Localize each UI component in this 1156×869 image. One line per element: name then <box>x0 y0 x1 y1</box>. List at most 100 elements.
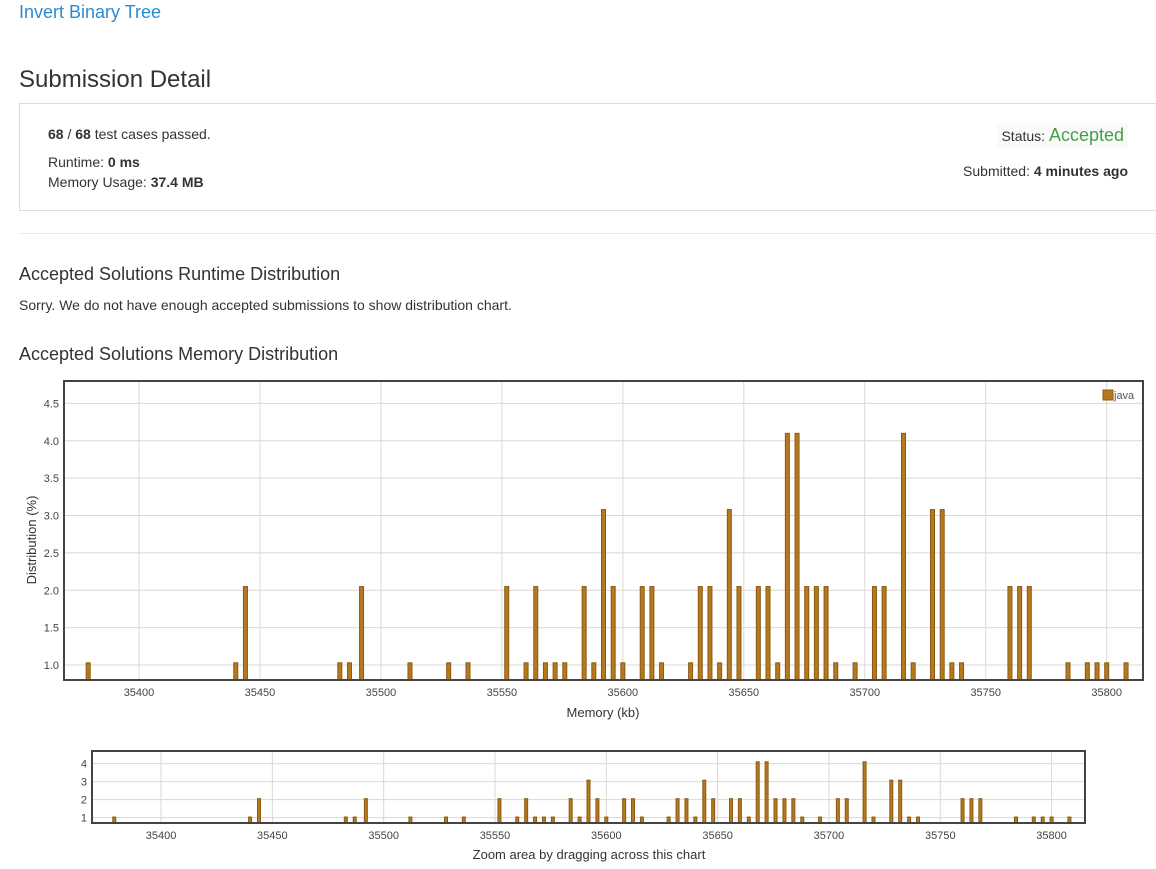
y-tick-label: 2.5 <box>44 548 59 560</box>
bar[interactable] <box>737 798 742 824</box>
bar[interactable] <box>631 798 636 824</box>
bar[interactable] <box>794 432 800 681</box>
bar[interactable] <box>736 586 742 681</box>
bar[interactable] <box>1026 586 1032 681</box>
bar[interactable] <box>504 586 510 681</box>
bar[interactable] <box>659 662 665 681</box>
mini-chart-frame[interactable] <box>91 750 1086 824</box>
bar[interactable] <box>791 798 796 824</box>
bar[interactable] <box>446 662 452 681</box>
x-tick-label: 35450 <box>245 687 276 699</box>
bar[interactable] <box>562 662 568 681</box>
bar[interactable] <box>1084 662 1090 681</box>
x-tick-label: 35550 <box>480 830 511 842</box>
bar[interactable] <box>639 586 645 681</box>
x-tick-label: 35500 <box>366 687 397 699</box>
bar[interactable] <box>595 798 600 824</box>
memory-label: Memory Usage: <box>48 174 151 190</box>
bar[interactable] <box>969 798 974 824</box>
y-tick-label: 1.0 <box>44 660 59 672</box>
bar[interactable] <box>960 798 965 824</box>
bar[interactable] <box>823 586 829 681</box>
bar[interactable] <box>852 662 858 681</box>
bar[interactable] <box>610 586 616 681</box>
bar[interactable] <box>755 586 761 681</box>
bar[interactable] <box>1007 586 1013 681</box>
x-tick-label: 35750 <box>970 687 1001 699</box>
bar[interactable] <box>881 586 887 681</box>
bar[interactable] <box>949 662 955 681</box>
bar[interactable] <box>524 798 529 824</box>
bar[interactable] <box>363 798 368 824</box>
x-tick-label: 35450 <box>257 830 288 842</box>
problem-title-link[interactable]: Invert Binary Tree <box>19 2 162 22</box>
bar[interactable] <box>978 798 983 824</box>
bar[interactable] <box>552 662 558 681</box>
bar[interactable] <box>889 779 894 824</box>
bar[interactable] <box>523 662 529 681</box>
bar[interactable] <box>835 798 840 824</box>
bar[interactable] <box>85 662 91 681</box>
x-tick-label: 35400 <box>146 830 177 842</box>
bar[interactable] <box>782 798 787 824</box>
bar[interactable] <box>804 586 810 681</box>
bar[interactable] <box>871 586 877 681</box>
bar[interactable] <box>784 432 790 681</box>
bar[interactable] <box>1123 662 1129 681</box>
bar[interactable] <box>591 662 597 681</box>
bar[interactable] <box>337 662 343 681</box>
bar[interactable] <box>675 798 680 824</box>
bar[interactable] <box>407 662 413 681</box>
bar[interactable] <box>1017 586 1023 681</box>
bar[interactable] <box>581 586 587 681</box>
bar[interactable] <box>755 761 760 824</box>
bar[interactable] <box>898 779 903 824</box>
bar[interactable] <box>707 586 713 681</box>
bar[interactable] <box>620 662 626 681</box>
runtime-label: Runtime: <box>48 154 108 170</box>
bar[interactable] <box>649 586 655 681</box>
x-tick-label: 35700 <box>814 830 845 842</box>
bar[interactable] <box>910 662 916 681</box>
bar[interactable] <box>765 586 771 681</box>
bar[interactable] <box>233 662 239 681</box>
legend-swatch <box>1102 389 1114 401</box>
bar[interactable] <box>568 798 573 824</box>
bar[interactable] <box>717 662 723 681</box>
bar[interactable] <box>242 586 248 681</box>
bar[interactable] <box>497 798 502 824</box>
bar[interactable] <box>833 662 839 681</box>
bar[interactable] <box>711 798 716 824</box>
bar[interactable] <box>586 779 591 824</box>
section-divider <box>19 233 1156 234</box>
bar[interactable] <box>773 798 778 824</box>
bar[interactable] <box>533 586 539 681</box>
bar[interactable] <box>844 798 849 824</box>
bar[interactable] <box>346 662 352 681</box>
bar[interactable] <box>702 779 707 824</box>
bar[interactable] <box>1094 662 1100 681</box>
bar[interactable] <box>465 662 471 681</box>
bar[interactable] <box>684 798 689 824</box>
bar[interactable] <box>862 761 867 824</box>
bar[interactable] <box>959 662 965 681</box>
bar[interactable] <box>688 662 694 681</box>
bar[interactable] <box>764 761 769 824</box>
x-tick-label: 35500 <box>368 830 399 842</box>
bar[interactable] <box>542 662 548 681</box>
bar[interactable] <box>697 586 703 681</box>
bar[interactable] <box>726 509 732 681</box>
bar[interactable] <box>601 509 606 681</box>
bar[interactable] <box>1104 662 1110 681</box>
bar[interactable] <box>256 798 261 824</box>
bar[interactable] <box>1065 662 1071 681</box>
bar[interactable] <box>775 662 781 681</box>
bar[interactable] <box>900 432 906 681</box>
bar[interactable] <box>939 509 945 681</box>
bar[interactable] <box>813 586 819 681</box>
bar[interactable] <box>930 509 936 681</box>
bar[interactable] <box>728 798 733 824</box>
bar[interactable] <box>622 798 627 824</box>
bar[interactable] <box>359 586 365 681</box>
